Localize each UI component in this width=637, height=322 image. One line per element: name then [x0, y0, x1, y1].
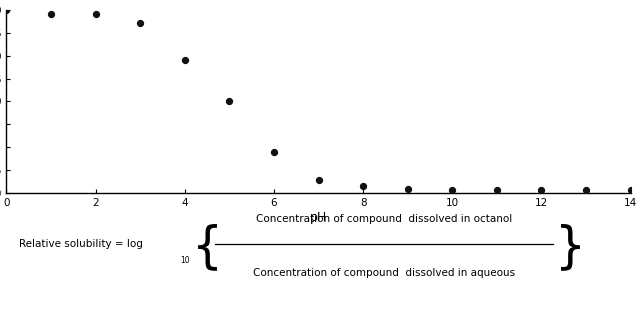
Point: [313, 177, 324, 182]
Point: [224, 99, 234, 104]
Text: Concentration of compound  dissolved in aqueous: Concentration of compound dissolved in a…: [253, 268, 515, 278]
Point: [536, 187, 547, 193]
Point: [180, 58, 190, 63]
Point: [135, 21, 145, 26]
Text: Relative solubility = log: Relative solubility = log: [19, 239, 143, 250]
Point: [447, 187, 457, 192]
Point: [626, 187, 636, 193]
Text: Concentration of compound  dissolved in octanol: Concentration of compound dissolved in o…: [256, 214, 512, 224]
Point: [492, 187, 502, 193]
Point: [269, 149, 279, 155]
Point: [403, 186, 413, 191]
Text: }: }: [554, 223, 585, 271]
Point: [581, 187, 591, 193]
Text: {: {: [192, 223, 224, 271]
Point: [90, 12, 101, 17]
Point: [358, 184, 368, 189]
X-axis label: pH: pH: [310, 211, 327, 224]
Text: 10: 10: [180, 256, 190, 265]
Point: [1, 7, 11, 12]
Point: [46, 12, 56, 17]
